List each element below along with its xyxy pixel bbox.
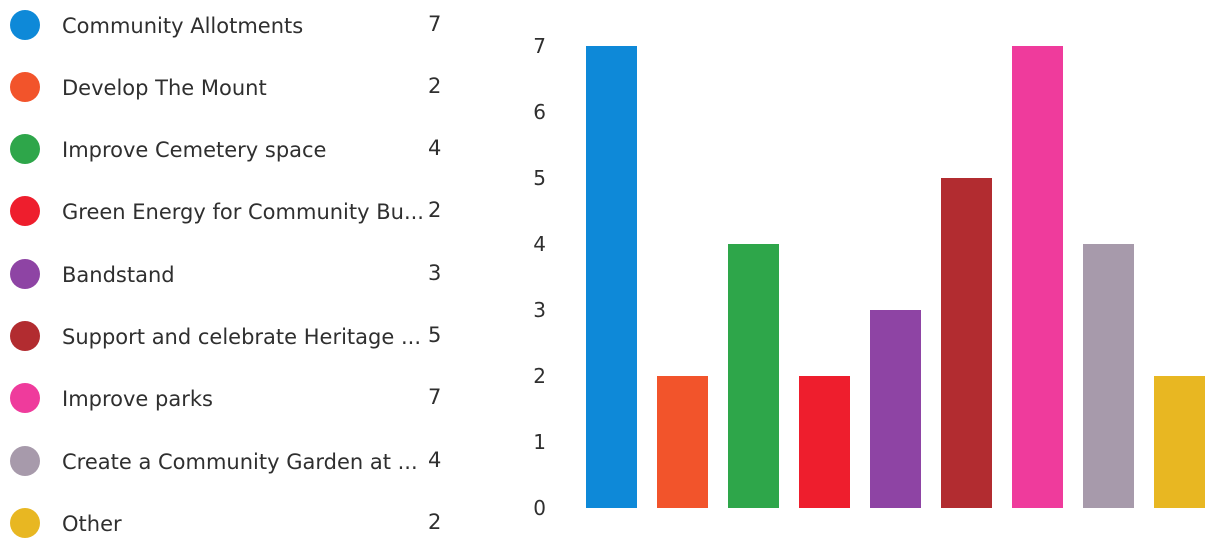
legend-item-label: Community Allotments [62,14,304,38]
legend-item: Green Energy for Community Bu... 2 [8,192,458,232]
legend-item-value: 3 [428,261,442,285]
legend-item-value: 2 [428,74,442,98]
y-tick-label: 0 [533,496,546,520]
legend-item-label: Bandstand [62,263,175,287]
legend-item: Other 2 [8,504,458,544]
legend-item: Improve Cemetery space 4 [8,130,458,170]
legend-item: Improve parks 7 [8,379,458,419]
legend-item-label: Improve parks [62,387,213,411]
legend-color-dot [10,134,40,164]
legend-color-dot [10,10,40,40]
bar [799,376,850,508]
legend-item-value: 5 [428,323,442,347]
y-tick-label: 1 [533,430,546,454]
legend-item-value: 7 [428,385,442,409]
legend-item-label: Create a Community Garden at ... [62,450,418,474]
legend-item-value: 2 [428,510,442,534]
legend-item: Bandstand 3 [8,255,458,295]
bar [1012,46,1063,508]
legend-color-dot [10,446,40,476]
bar [586,46,637,508]
legend-item: Community Allotments 7 [8,6,458,46]
legend-item: Support and celebrate Heritage ... 5 [8,317,458,357]
legend-color-dot [10,508,40,538]
y-tick-label: 3 [533,298,546,322]
y-tick-label: 7 [533,34,546,58]
y-tick-label: 5 [533,166,546,190]
legend-item-value: 4 [428,448,442,472]
y-tick-label: 2 [533,364,546,388]
bar [657,376,708,508]
bar [1083,244,1134,508]
bar [941,178,992,508]
legend-item-label: Support and celebrate Heritage ... [62,325,421,349]
legend-item: Create a Community Garden at ... 4 [8,442,458,482]
y-tick-label: 6 [533,100,546,124]
legend-item-label: Green Energy for Community Bu... [62,200,424,224]
bar [728,244,779,508]
bar-chart-svg: 0 1 2 3 4 5 6 7 [533,34,1205,520]
bar [1154,376,1205,508]
bar-chart: 0 1 2 3 4 5 6 7 [510,0,1206,540]
legend-color-dot [10,259,40,289]
legend-color-dot [10,383,40,413]
legend-color-dot [10,321,40,351]
bar [870,310,921,508]
chart-legend: Community Allotments 7 Develop The Mount 2 I… [0,0,470,540]
legend-item-label: Develop The Mount [62,76,267,100]
legend-item-label: Other [62,512,122,536]
legend-item-value: 4 [428,136,442,160]
legend-item-label: Improve Cemetery space [62,138,327,162]
legend-item: Develop The Mount 2 [8,68,458,108]
y-tick-label: 4 [533,232,546,256]
legend-color-dot [10,72,40,102]
legend-item-value: 2 [428,198,442,222]
legend-color-dot [10,196,40,226]
legend-item-value: 7 [428,12,442,36]
